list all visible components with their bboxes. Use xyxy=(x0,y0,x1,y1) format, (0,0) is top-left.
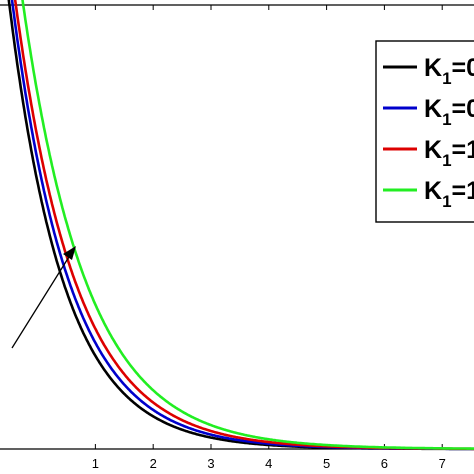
trend-arrow xyxy=(11,246,76,349)
x-tick-label-4: 4 xyxy=(265,456,272,471)
legend-label-1: K1=0 xyxy=(424,54,474,88)
series-lines xyxy=(7,0,474,451)
trend-arrow-line xyxy=(11,251,73,349)
legend-box xyxy=(375,40,474,223)
legend-label-4: K1=1 xyxy=(424,177,474,211)
x-tick-label-3: 3 xyxy=(207,456,214,471)
x-tick-label-7: 7 xyxy=(439,456,446,471)
series-line-4 xyxy=(21,0,474,450)
x-tick-label-5: 5 xyxy=(323,456,330,471)
x-tick-label-6: 6 xyxy=(381,456,388,471)
x-tick-label-2: 2 xyxy=(150,456,157,471)
x-tick-label-1: 1 xyxy=(92,456,99,471)
trend-arrow-head xyxy=(63,246,76,260)
legend-label-3: K1=1 xyxy=(424,136,474,170)
legend: K1=0 K1=0 K1=1 K1=1 xyxy=(375,40,474,223)
legend-label-2: K1=0 xyxy=(424,95,474,129)
legend-items: K1=0 K1=0 K1=1 K1=1 xyxy=(383,54,474,211)
